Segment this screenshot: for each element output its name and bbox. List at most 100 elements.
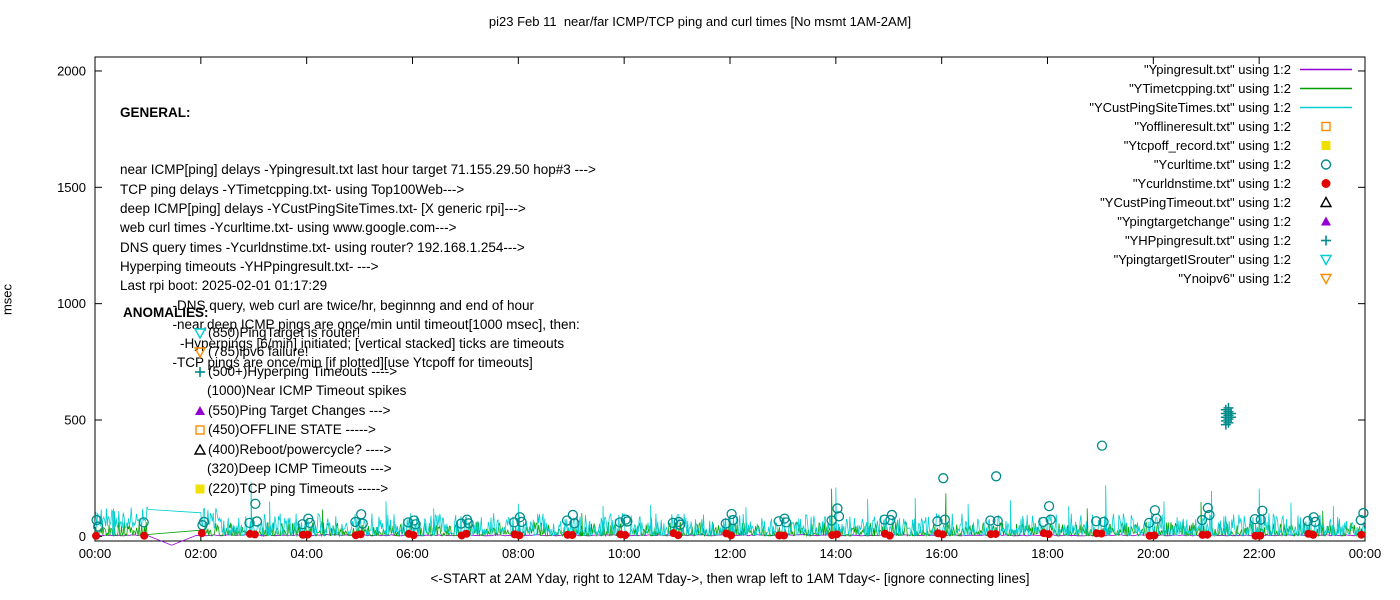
Ycurltime-point — [1091, 516, 1102, 527]
legend-sample — [1297, 214, 1355, 229]
square-open-icon — [1321, 121, 1331, 132]
x-tick-label: 02:00 — [185, 546, 218, 561]
Ycurltime-point — [985, 515, 996, 526]
legend-label: "YCustPingSiteTimes.txt" using 1:2 — [1089, 100, 1291, 115]
Ycurldnstime-point — [1150, 531, 1159, 540]
legend-item: "Ytcpoff_record.txt" using 1:2 — [1089, 136, 1355, 155]
Ycurldnstime-point — [250, 530, 259, 539]
Ycurltime-point — [1096, 440, 1108, 451]
general-note-line: Hyperping timeouts -YHPpingresult.txt- -… — [120, 258, 379, 274]
square-filled-icon — [195, 484, 205, 494]
square-open-icon — [195, 425, 205, 435]
x-tick-label: 06:00 — [396, 546, 429, 561]
Ycurldnstime-point — [674, 531, 683, 540]
triangle-down-open-icon — [1319, 254, 1333, 266]
Ycurldnstime-point — [1256, 531, 1265, 540]
Ycurldnstime-point — [568, 531, 577, 540]
Ycurltime-point — [832, 503, 843, 514]
Ycurldnstime-point — [938, 530, 947, 539]
Ycurltime-point — [251, 516, 263, 527]
anomaly-label: (500+)Hyperping Timeouts ----> — [208, 363, 398, 379]
Ycurltime-point — [1257, 505, 1268, 516]
anomaly-item: (785)ipv6 failure! — [123, 342, 406, 362]
legend-sample — [1297, 100, 1355, 115]
Ycurltime-point — [1149, 505, 1161, 516]
Ycurltime-point — [673, 516, 684, 528]
anomaly-label: (450)OFFLINE STATE -----> — [208, 422, 376, 437]
general-notes: GENERAL: near ICMP[ping] delays -Ypingre… — [120, 64, 596, 373]
legend-label: "Ytcpoff_record.txt" using 1:2 — [1123, 138, 1291, 153]
legend-label: "Ynoipv6" using 1:2 — [1178, 271, 1291, 286]
Ycurltime-point — [91, 514, 102, 526]
Ycurldnstime-point — [197, 529, 206, 538]
anomaly-label: (1000)Near ICMP Timeout spikes — [207, 383, 407, 398]
Ycurltime-point — [350, 516, 361, 528]
Ycurltime-point — [1358, 507, 1369, 519]
triangle-down-open-icon — [193, 347, 207, 359]
Ycurltime-point — [514, 512, 526, 523]
legend-label: "YCustPingTimeout.txt" using 1:2 — [1100, 195, 1291, 210]
general-note-line: near ICMP[ping] delays -Ypingresult.txt … — [120, 162, 596, 178]
general-note-line: DNS query times -Ycurldnstime.txt- using… — [120, 239, 525, 255]
legend-item: "Ycurldnstime.txt" using 1:2 — [1089, 174, 1355, 193]
anomaly-label: (220)TCP ping Timeouts -----> — [208, 480, 389, 496]
general-note-line: TCP ping delays -YTimetcpping.txt- using… — [120, 181, 465, 197]
Ycurltime-point — [244, 517, 255, 528]
legend-sample — [1297, 195, 1355, 210]
anomaly-item: (450)OFFLINE STATE -----> — [123, 420, 406, 440]
Ycurltime-point — [885, 514, 896, 526]
Ycurltime-point — [304, 517, 315, 528]
line-icon — [1300, 68, 1352, 71]
general-heading: GENERAL: — [120, 104, 191, 120]
legend-label: "Yofflineresult.txt" using 1:2 — [1134, 119, 1291, 134]
plus-icon — [1321, 235, 1331, 246]
Ycurltime-point — [1202, 502, 1213, 514]
legend-sample — [1297, 138, 1355, 153]
Ycurltime-point — [1151, 513, 1162, 524]
x-tick-label: 12:00 — [714, 546, 747, 561]
legend-sample — [1297, 62, 1355, 77]
legend-sample — [1297, 119, 1355, 134]
y-tick-label: 2000 — [57, 63, 86, 78]
legend-sample — [1297, 81, 1355, 96]
legend-item: "YCustPingSiteTimes.txt" using 1:2 — [1089, 98, 1355, 117]
triangle-up-filled-icon — [195, 405, 205, 415]
Ycurltime-point — [886, 509, 898, 521]
line-icon — [1300, 87, 1352, 90]
Ycurltime-point — [1196, 514, 1208, 526]
chart-title: pi23 Feb 11 near/far ICMP/TCP ping and c… — [488, 14, 912, 29]
Ycurltime-point — [567, 509, 578, 521]
legend-item: "Yofflineresult.txt" using 1:2 — [1089, 117, 1355, 136]
circle-open-icon — [1320, 159, 1332, 170]
Ycurltime-point — [93, 521, 104, 532]
Ycurltime-point — [198, 516, 210, 528]
legend-label: "YTimetcpping.txt" using 1:2 — [1129, 81, 1291, 96]
Ycurltime-point — [250, 498, 261, 509]
Ycurldnstime-point — [1357, 530, 1366, 539]
Ycurldnstime-point — [1309, 530, 1318, 539]
Ycurldnstime-point — [991, 529, 1000, 538]
anomalies-heading: ANOMALIES: — [123, 305, 209, 320]
Ycurltime-point — [879, 514, 890, 525]
anomaly-label: (550)Ping Target Changes ---> — [208, 402, 391, 418]
legend-item: "Ycurltime.txt" using 1:2 — [1089, 155, 1355, 174]
Ycurldnstime-point — [356, 530, 365, 539]
Ycurldnstime-point — [1044, 530, 1053, 539]
anomaly-item: (850)PingTarget is router! — [123, 323, 406, 343]
Ycurltime-point — [357, 518, 368, 529]
Ycurldnstime-point — [779, 531, 788, 540]
legend-label: "Ycurldnstime.txt" using 1:2 — [1132, 176, 1291, 191]
general-note-line: -near,deep ICMP pings are once/min until… — [120, 316, 580, 332]
anomaly-item: (1000)Near ICMP Timeout spikes — [123, 381, 406, 401]
Ycurldnstime-point — [1203, 530, 1212, 539]
y-tick-label: 1000 — [57, 296, 86, 311]
Ycurldnstime-point — [92, 531, 101, 540]
legend-sample — [1297, 176, 1355, 191]
x-tick-label: 22:00 — [1243, 546, 1276, 561]
circle-filled-icon — [1321, 179, 1331, 188]
Ycurltime-point — [1038, 516, 1049, 528]
Ycurltime-point — [622, 516, 633, 527]
y-tick-label: 0 — [79, 529, 86, 544]
Ycurltime-point — [561, 515, 573, 526]
